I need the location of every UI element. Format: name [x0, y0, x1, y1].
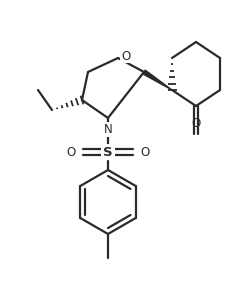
- Text: O: O: [121, 50, 130, 62]
- Polygon shape: [143, 70, 172, 90]
- Text: S: S: [103, 146, 113, 158]
- Text: O: O: [67, 146, 76, 158]
- Text: O: O: [140, 146, 149, 158]
- Text: O: O: [191, 117, 201, 130]
- Text: N: N: [104, 123, 112, 136]
